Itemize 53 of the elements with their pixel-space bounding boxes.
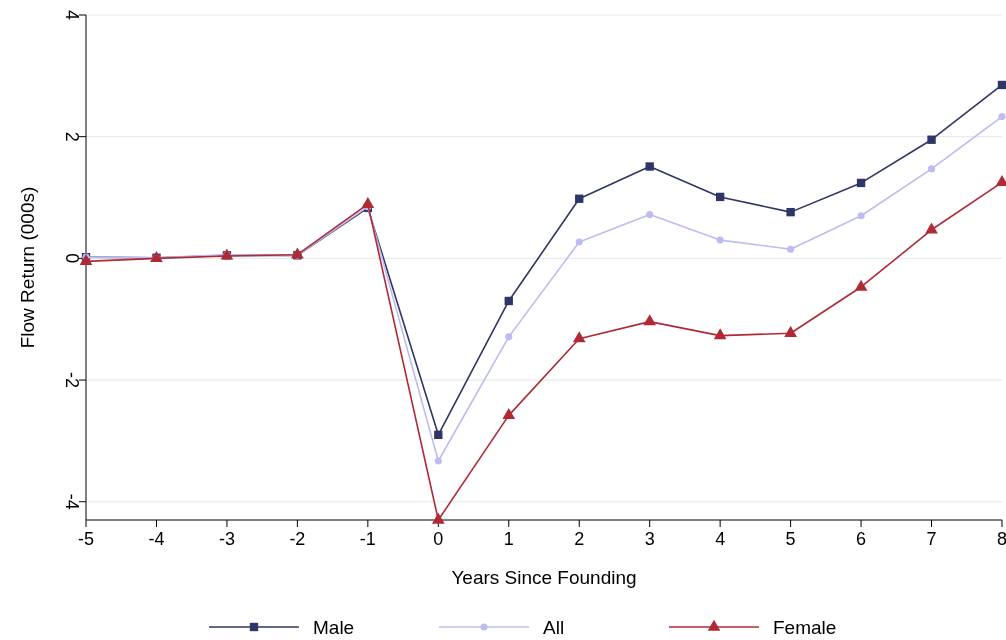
point — [927, 165, 936, 173]
point — [646, 211, 654, 219]
point — [786, 207, 795, 217]
point — [998, 113, 1006, 121]
x-tick-label: 3 — [644, 529, 655, 549]
x-tick-label: 7 — [926, 529, 937, 549]
y-tick-label: -4 — [62, 493, 82, 510]
point — [434, 430, 443, 439]
y-tick-label: 0 — [62, 253, 82, 264]
point — [713, 328, 727, 340]
point — [502, 408, 516, 420]
point — [431, 512, 445, 524]
legend-label: Male — [313, 617, 355, 638]
x-tick-label: 8 — [996, 529, 1006, 549]
point — [504, 296, 513, 306]
point — [856, 178, 866, 188]
point — [927, 135, 936, 144]
point — [79, 254, 93, 266]
x-tick-label: 1 — [503, 529, 514, 549]
x-tick-label: -2 — [289, 529, 306, 549]
point — [784, 325, 797, 337]
x-tick-label: -5 — [77, 529, 95, 549]
y-tick-label: -2 — [62, 372, 82, 389]
x-tick-label: 6 — [856, 529, 867, 549]
point — [854, 279, 868, 291]
x-tick-label: -4 — [148, 529, 165, 549]
x-tick-label: 4 — [715, 529, 726, 549]
point — [787, 245, 795, 253]
legend-label: All — [543, 617, 565, 638]
point — [434, 457, 442, 465]
point — [643, 314, 657, 326]
point — [997, 80, 1006, 90]
x-tick-label: 2 — [574, 529, 585, 549]
point — [291, 247, 304, 259]
x-tick-label: -1 — [359, 529, 376, 549]
point — [572, 331, 586, 343]
legend-label: Female — [773, 617, 837, 638]
point — [505, 333, 513, 341]
x-tick-label: 0 — [433, 529, 444, 549]
point — [857, 212, 865, 220]
y-axis-title: Flow Return (000s) — [17, 186, 38, 349]
point — [361, 196, 375, 208]
x-tick-label: -3 — [218, 529, 235, 549]
point — [716, 236, 724, 244]
x-axis-title: Years Since Founding — [451, 567, 637, 588]
point — [575, 194, 584, 203]
y-tick-label: 2 — [62, 131, 82, 142]
point — [715, 192, 725, 202]
point — [645, 162, 654, 171]
point — [575, 238, 583, 246]
point — [925, 222, 938, 234]
x-tick-label: 5 — [785, 529, 796, 549]
y-tick-label: 4 — [62, 9, 82, 21]
